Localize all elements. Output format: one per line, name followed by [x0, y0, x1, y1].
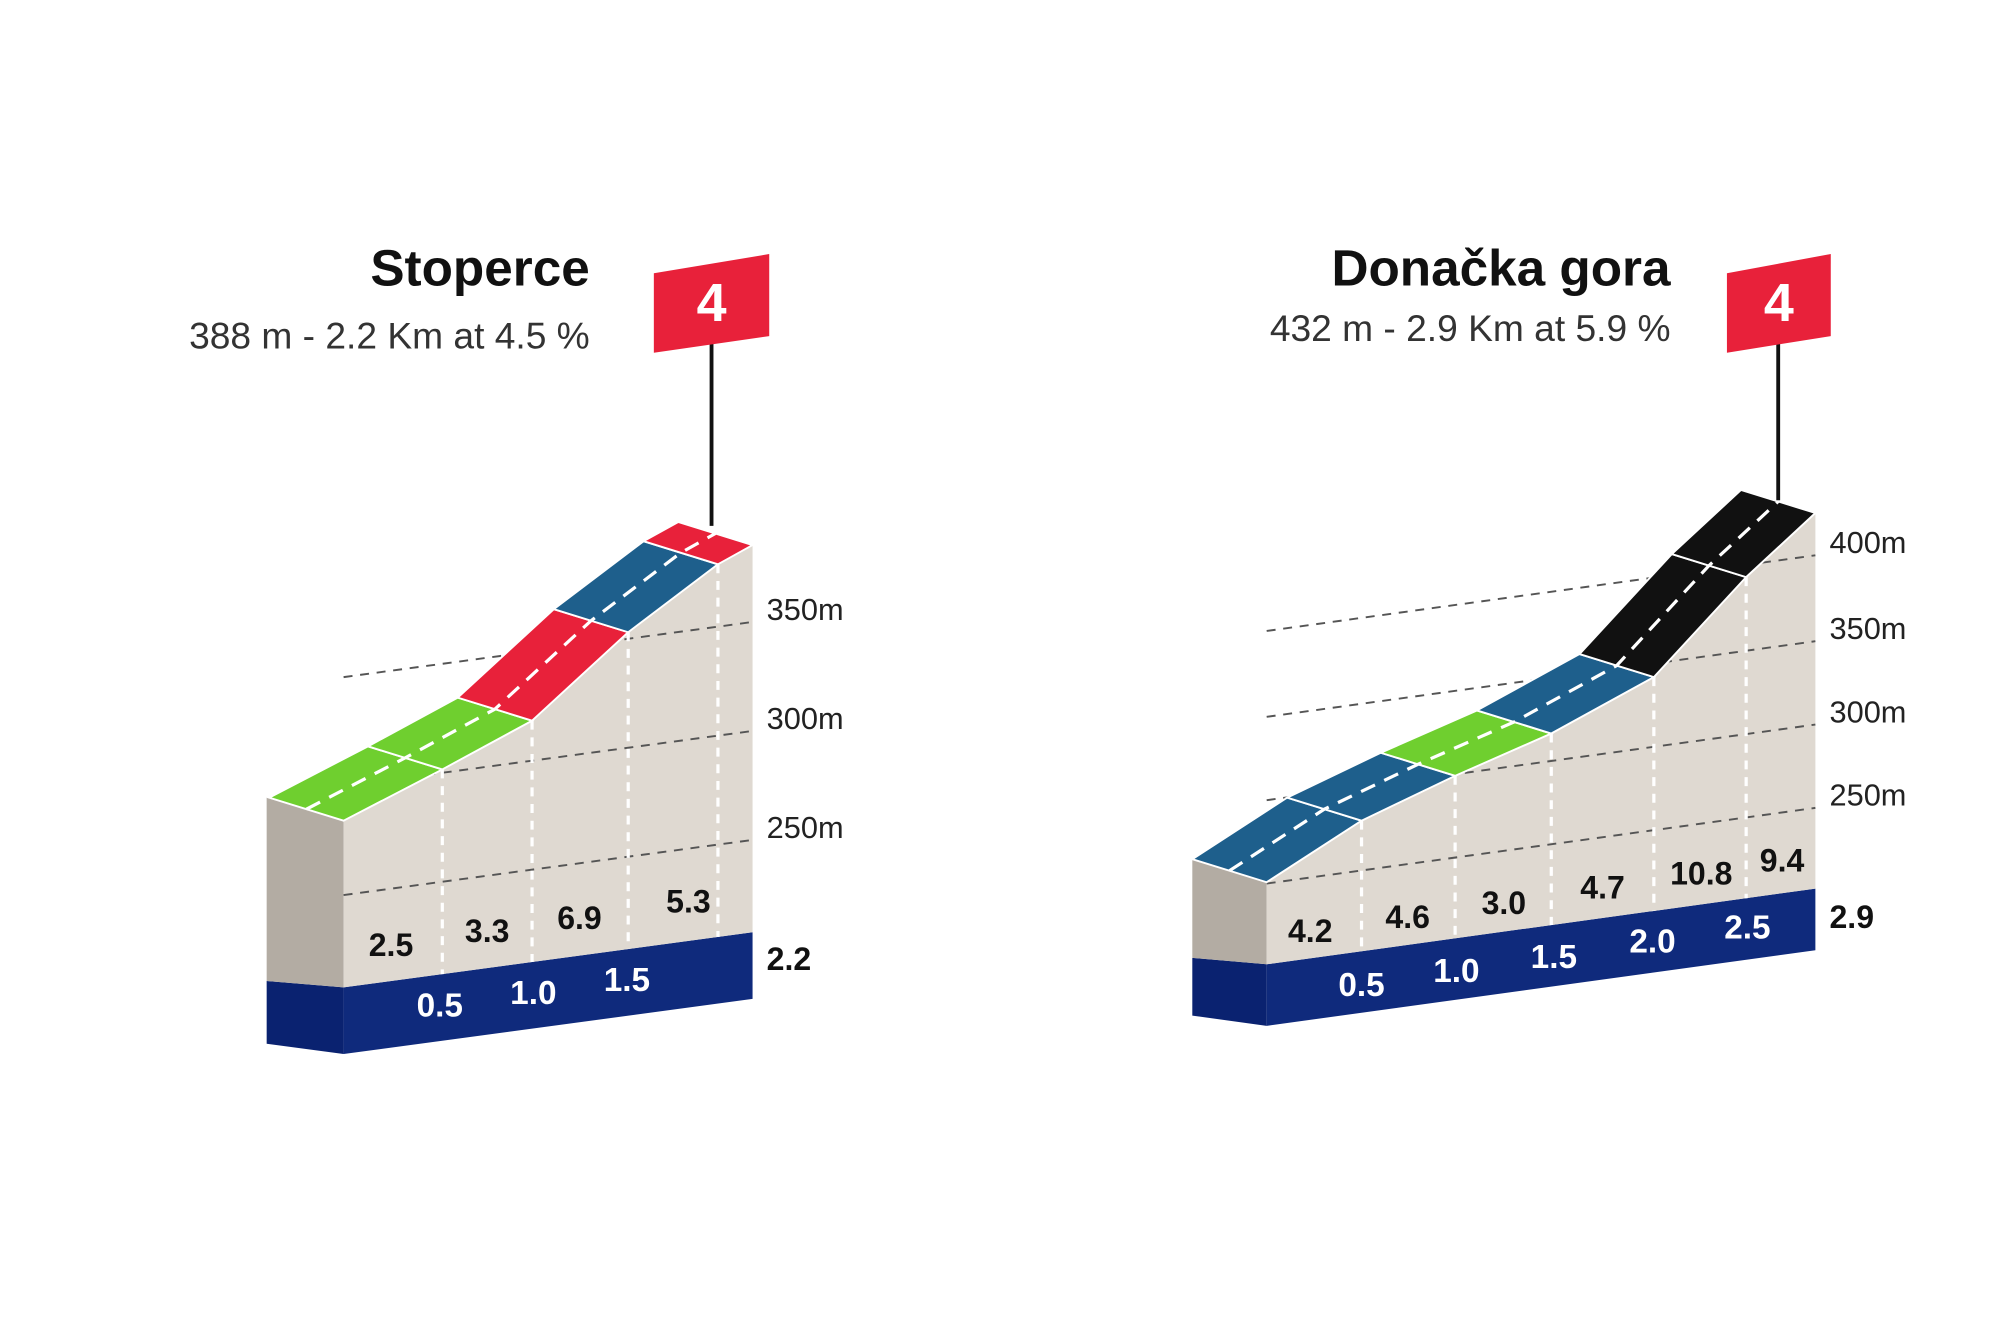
base-front	[343, 932, 753, 1055]
side-face	[1192, 859, 1267, 965]
elevation-label: 300m	[1829, 694, 1906, 729]
elevation-label: 350m	[767, 592, 844, 627]
km-label: 1.5	[604, 962, 650, 999]
base-front	[1266, 888, 1816, 1026]
km-label: 1.0	[1433, 953, 1479, 990]
category-label: 4	[1764, 273, 1794, 333]
base-side	[266, 980, 344, 1055]
gradient-label: 4.2	[1288, 913, 1333, 949]
km-label: 0.5	[1338, 967, 1384, 1004]
km-label: 1.5	[1531, 939, 1577, 976]
gradient-label: 3.3	[465, 913, 510, 949]
climb-title: Stoperce	[370, 240, 589, 297]
length-label: 2.2	[767, 941, 812, 977]
length-label: 2.9	[1829, 899, 1874, 935]
gradient-label: 9.4	[1760, 842, 1805, 878]
climb-title: Donačka gora	[1331, 240, 1671, 297]
km-label: 2.0	[1629, 924, 1675, 961]
profile-face	[343, 545, 753, 988]
gradient-label: 3.0	[1482, 885, 1527, 921]
climb-subtitle: 388 m - 2.2 Km at 4.5 %	[189, 314, 590, 356]
km-label: 1.0	[510, 975, 556, 1012]
elevation-label: 250m	[767, 810, 844, 845]
km-label: 0.5	[417, 988, 463, 1025]
gradient-label: 4.7	[1580, 869, 1625, 905]
gradient-label: 2.5	[369, 927, 414, 963]
gradient-label: 4.6	[1385, 899, 1430, 935]
climb-subtitle: 432 m - 2.9 Km at 5.9 %	[1270, 307, 1671, 349]
elevation-grid	[343, 838, 753, 897]
gradient-label: 5.3	[666, 884, 711, 920]
gradient-label: 6.9	[557, 900, 602, 936]
category-flag	[1726, 254, 1831, 353]
elevation-label: 400m	[1829, 525, 1906, 560]
side-face	[266, 797, 344, 988]
base-side	[1192, 957, 1267, 1026]
elevation-label: 250m	[1829, 778, 1906, 813]
elevation-label: 300m	[767, 701, 844, 736]
gradient-label: 10.8	[1670, 855, 1732, 891]
category-label: 4	[697, 273, 727, 333]
road-centerline	[305, 532, 717, 811]
elevation-label: 350m	[1829, 611, 1906, 646]
km-label: 2.5	[1724, 909, 1770, 946]
category-flag	[653, 254, 770, 353]
road-centerline	[1228, 500, 1780, 873]
